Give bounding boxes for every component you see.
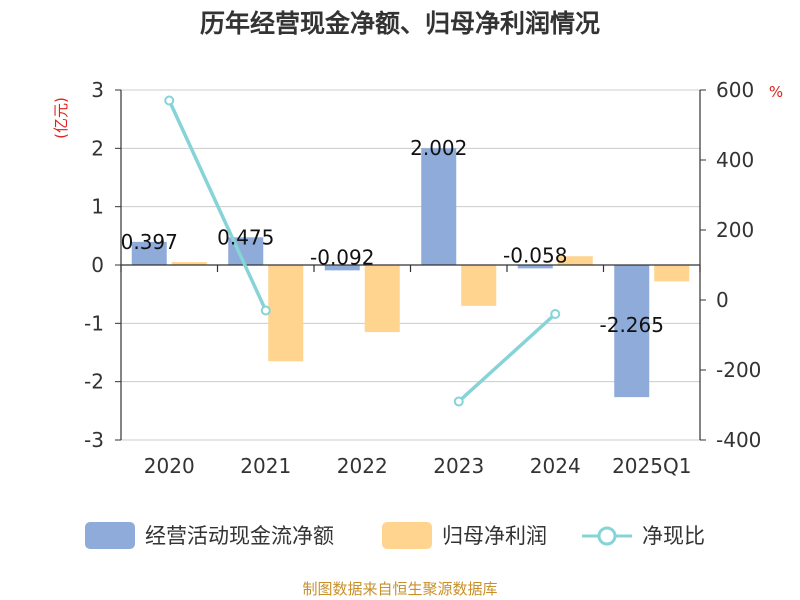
left-tick-label: -3 (84, 428, 104, 452)
bar-profit (364, 265, 400, 333)
category-label: 2020 (144, 454, 195, 478)
right-tick-label: 400 (716, 148, 754, 172)
right-tick-label: 200 (716, 218, 754, 242)
ratio-point (164, 95, 175, 106)
legend-marker-ratio (597, 526, 617, 546)
bar-ocf (517, 265, 553, 269)
left-tick-label: 3 (91, 78, 104, 102)
right-axis-ticks: 600 400 200 0 -200 -400 (700, 78, 761, 452)
legend-item-ocf[interactable]: 经营活动现金流净额 (85, 522, 334, 549)
legend-item-ratio[interactable]: 净现比 (582, 524, 705, 548)
left-tick-label: 0 (91, 253, 104, 277)
data-label-ocf: -0.058 (503, 243, 567, 267)
right-tick-label: 600 (716, 78, 754, 102)
left-tick-label: 2 (91, 136, 104, 160)
legend-label-ocf: 经营活动现金流净额 (145, 524, 334, 548)
data-labels: 0.397 0.475 -0.092 2.002 -0.058 -2.265 (121, 136, 664, 337)
ratio-point (260, 305, 271, 316)
right-tick-label: 0 (716, 288, 729, 312)
data-label-ocf: 0.397 (121, 230, 178, 254)
left-axis-ticks: 3 2 1 0 -1 -2 -3 (84, 78, 121, 452)
bar-profit (171, 262, 207, 265)
source-note: 制图数据来自恒生聚源数据库 (302, 580, 497, 598)
left-axis-unit: (亿元) (52, 97, 70, 139)
bar-profit (654, 265, 690, 282)
legend-label-profit: 归母净利润 (442, 524, 547, 548)
ratio-line-segment (167, 99, 268, 312)
left-tick-label: -2 (84, 370, 104, 394)
bar-ocf (421, 148, 457, 265)
bar-ocf (324, 265, 360, 271)
bar-ocf (131, 241, 167, 265)
bar-profit (461, 265, 497, 306)
category-label: 2024 (530, 454, 581, 478)
data-label-ocf: 0.475 (217, 225, 274, 249)
ratio-line (164, 95, 561, 407)
right-tick-label: -200 (716, 358, 761, 382)
ratio-line-segment (457, 312, 557, 403)
legend: 经营活动现金流净额 归母净利润 净现比 (85, 522, 705, 549)
bars (131, 148, 690, 398)
ratio-point (453, 396, 464, 407)
data-label-ocf: -0.092 (310, 245, 374, 269)
bar-ocf (614, 265, 650, 398)
legend-swatch-profit (382, 522, 432, 549)
legend-label-ratio: 净现比 (642, 524, 705, 548)
category-label: 2021 (240, 454, 291, 478)
left-tick-label: 1 (91, 195, 104, 219)
left-tick-label: -1 (84, 311, 104, 335)
legend-swatch-ocf (85, 522, 135, 549)
ratio-point (550, 309, 561, 319)
data-label-ocf: 2.002 (410, 136, 467, 160)
axes (120, 90, 701, 440)
category-label: 2023 (433, 454, 484, 478)
data-label-ocf: -2.265 (600, 313, 664, 337)
right-axis-unit: % (769, 83, 783, 101)
right-tick-label: -400 (716, 428, 761, 452)
chart-title: 历年经营现金净额、归母净利润情况 (200, 9, 600, 38)
category-labels: 2020 2021 2022 2023 2024 2025Q1 (144, 454, 692, 478)
category-label: 2025Q1 (612, 454, 691, 478)
bar-profit (268, 265, 304, 362)
legend-item-profit[interactable]: 归母净利润 (382, 522, 547, 549)
category-label: 2022 (337, 454, 388, 478)
bar-profit (557, 256, 593, 265)
